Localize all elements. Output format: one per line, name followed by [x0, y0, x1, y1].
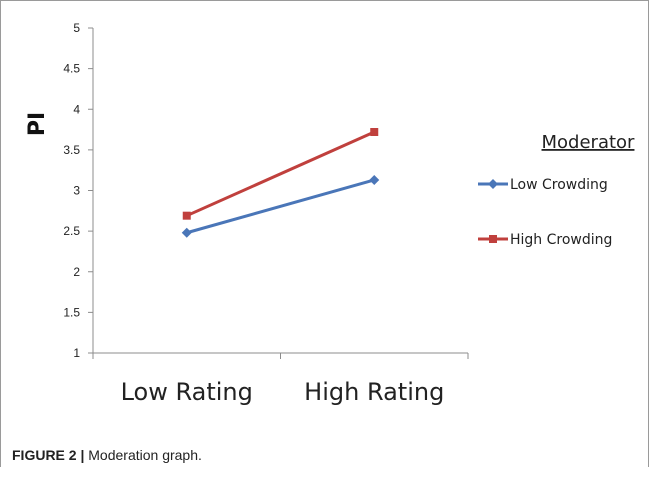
x-ticks: Low Rating High Rating	[92, 353, 469, 406]
caption-text: Moderation graph.	[84, 447, 202, 463]
data-point	[369, 174, 380, 185]
legend-entry: High Crowding	[510, 232, 612, 248]
legend-marker	[488, 179, 498, 189]
y-tick-label: 4	[73, 102, 80, 116]
figure-frame	[0, 0, 649, 467]
figure-caption: FIGURE 2 | Moderation graph.	[12, 447, 202, 463]
y-tick-label: 3	[73, 184, 80, 198]
data-point	[370, 128, 379, 136]
y-axis-label: PI	[25, 112, 50, 136]
y-tick-label: 2.5	[63, 224, 80, 238]
series-low-crowding	[181, 174, 380, 238]
x-tick-label: High Rating	[304, 378, 444, 406]
y-tick-label: 1.5	[63, 305, 80, 319]
data-point	[181, 227, 192, 238]
y-tick-label: 4.5	[63, 62, 80, 76]
caption-label: FIGURE 2 |	[12, 447, 85, 463]
y-tick-label: 2	[73, 265, 80, 279]
legend-title: Moderator	[542, 132, 636, 153]
data-point	[182, 211, 191, 220]
legend-entry: Low Crowding	[510, 177, 608, 193]
legend: Moderator Low Crowding High Crowding	[478, 132, 635, 248]
moderation-chart: 11.522.533.544.55 Low Rating High Rating …	[25, 21, 635, 406]
series-line	[186, 178, 375, 235]
axes	[92, 28, 468, 354]
x-tick-label: Low Rating	[121, 378, 253, 406]
series-line	[186, 130, 375, 218]
y-tick-label: 1	[73, 346, 80, 360]
series-lines	[181, 128, 380, 238]
y-tick-label: 3.5	[63, 143, 80, 157]
y-tick-label: 5	[73, 21, 80, 35]
legend-marker	[489, 235, 497, 243]
series-high-crowding	[182, 128, 379, 220]
y-ticks: 1 1.5 2 2.5 3 3.5 4 4.5 5	[63, 21, 93, 360]
